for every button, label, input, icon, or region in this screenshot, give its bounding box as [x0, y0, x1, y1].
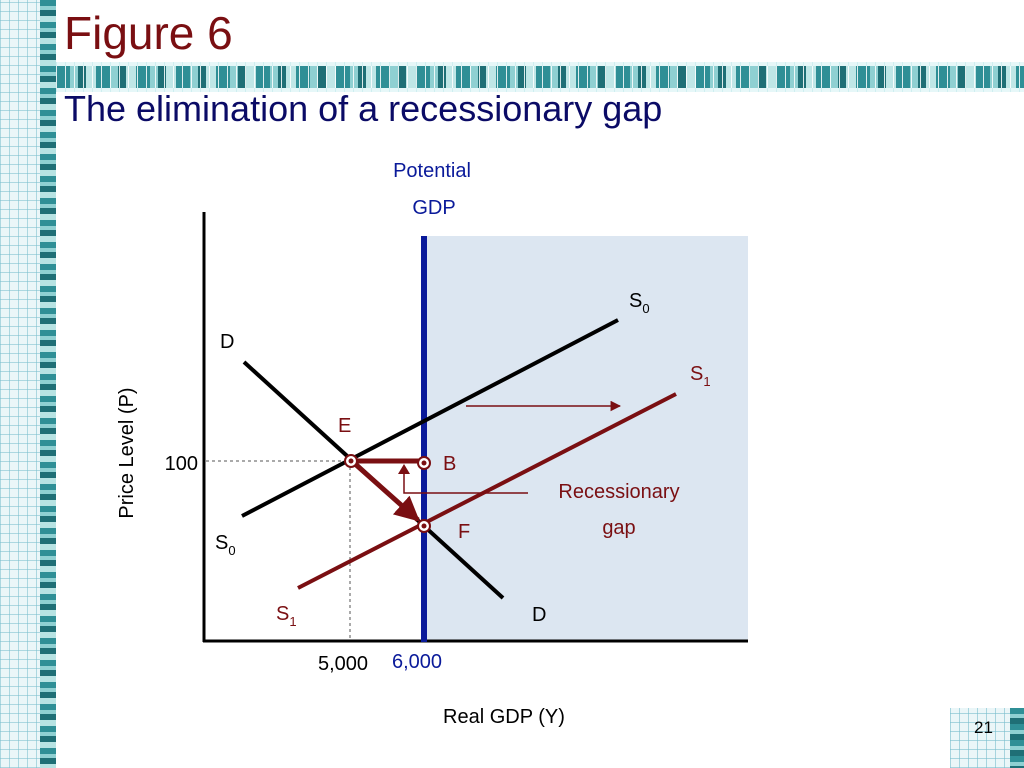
- label-d-bottom: D: [532, 604, 546, 626]
- point-e-center: [348, 458, 354, 464]
- band-top-line: [56, 62, 1024, 66]
- supply-curve-s1: [297, 392, 677, 590]
- tick-label-6000: 6,000: [392, 651, 442, 673]
- gap-bracket: [403, 473, 528, 494]
- label-d-top: D: [220, 331, 234, 353]
- tick-label-100: 100: [165, 453, 198, 475]
- corner-marble-band: [1010, 708, 1024, 768]
- y-axis-label: Price Level (P): [116, 387, 138, 518]
- gap-bracket-arrowhead: [398, 464, 410, 474]
- corner-decoration: [950, 708, 1024, 768]
- tick-label-5000: 5,000: [318, 653, 368, 675]
- figure-subtitle: The elimination of a recessionary gap: [64, 88, 663, 129]
- left-decorative-strip: [0, 0, 56, 768]
- page-number: 21: [974, 718, 993, 737]
- potential-gdp-label-line1: Potential: [393, 160, 471, 182]
- x-axis-label: Real GDP (Y): [443, 706, 565, 728]
- gap-label-line2: gap: [602, 517, 635, 539]
- point-f-center: [421, 523, 427, 529]
- potential-gdp-label-line2: GDP: [412, 197, 455, 219]
- left-marble-band: [40, 0, 56, 768]
- gap-label-line1: Recessionary: [558, 481, 679, 503]
- title-decorative-band: [56, 62, 1024, 92]
- label-s0-top: S0: [629, 290, 650, 316]
- label-point-f: F: [458, 521, 470, 543]
- supply-curve-s0: [241, 318, 619, 518]
- label-s0-bottom: S0: [215, 532, 236, 558]
- band-bottom-line: [56, 88, 1024, 92]
- label-s1-bottom: S1: [276, 603, 297, 629]
- e-to-f-arrow: [352, 461, 420, 522]
- label-point-e: E: [338, 415, 351, 437]
- label-point-b: B: [443, 453, 456, 475]
- figure-title: Figure 6: [64, 7, 233, 59]
- point-b-center: [421, 460, 427, 466]
- label-s1-top: S1: [690, 363, 711, 389]
